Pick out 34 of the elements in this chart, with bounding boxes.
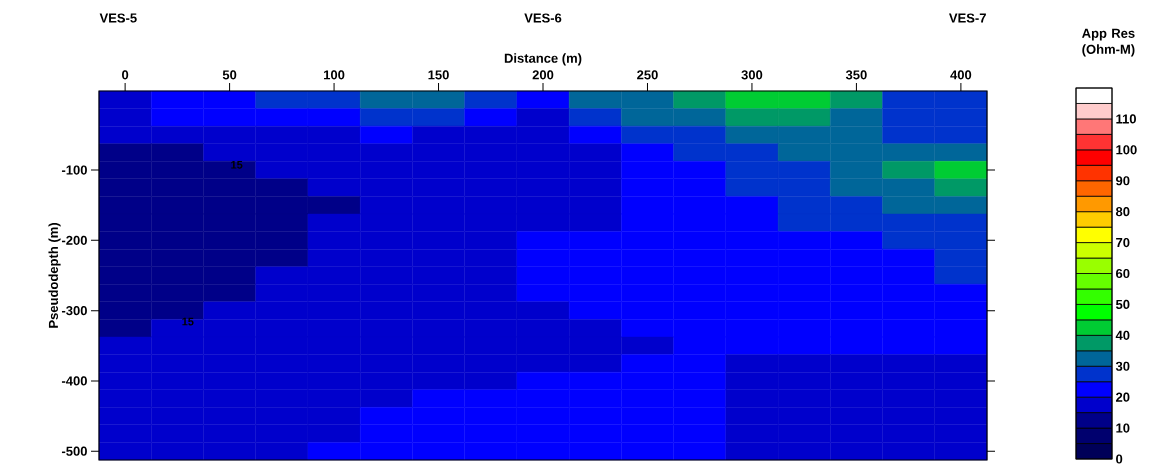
y-tick-label: -200 (61, 235, 87, 245)
color-bar-label: 30 (1115, 361, 1130, 371)
x-tick-label: 100 (324, 70, 345, 80)
x-tick-label: 300 (741, 70, 763, 80)
color-bar-label: 60 (1116, 268, 1130, 279)
y-tick-label: -400 (61, 376, 87, 386)
text: VES-6 (524, 13, 562, 23)
text: VES-7 (949, 13, 986, 23)
annotation: 15 (231, 160, 243, 169)
color-bar-label: 0 (1116, 454, 1123, 464)
x-tick-label: 350 (845, 70, 867, 80)
color-bar-title: App Res (Ohm-M) (1082, 28, 1135, 57)
x-tick-label: 400 (950, 70, 972, 80)
x-tick-label: 50 (222, 70, 237, 80)
color-bar-label: 100 (1116, 145, 1137, 155)
annotation: 15 (182, 317, 194, 326)
color-bar-label: 70 (1116, 237, 1130, 248)
text: VES-5 (99, 13, 137, 23)
color-bar-label: 110 (1116, 114, 1136, 124)
x-tick-label: 0 (122, 70, 129, 80)
color-bar-label: 40 (1115, 330, 1130, 340)
x-tick-label: 200 (532, 70, 554, 80)
color-bar-label: 80 (1115, 207, 1130, 217)
color-bar-label: 50 (1115, 299, 1130, 310)
y-tick-label: -500 (61, 446, 87, 456)
y-axis-title: Pseudodepth (m) (48, 223, 61, 328)
color-bar-label: 90 (1116, 176, 1130, 186)
color-bar-label: 10 (1116, 423, 1130, 433)
x-tick-label: 250 (637, 70, 658, 80)
x-tick-label: 150 (428, 70, 449, 80)
x-axis-title: Distance (m) (504, 53, 582, 66)
color-bar-label: 20 (1116, 392, 1130, 402)
y-tick-label: -100 (61, 165, 87, 175)
y-tick-label: -300 (61, 306, 87, 316)
